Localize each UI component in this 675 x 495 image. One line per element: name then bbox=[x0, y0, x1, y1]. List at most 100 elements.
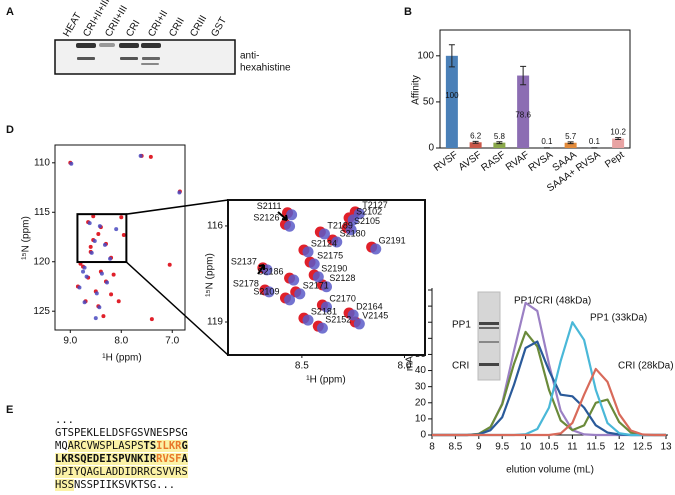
peak-label: D2164 bbox=[356, 301, 383, 311]
value-label: 5.8 bbox=[494, 132, 506, 141]
peak bbox=[119, 215, 124, 220]
peak-label: S2186 bbox=[258, 267, 284, 277]
x-tick-label: Pept bbox=[603, 149, 626, 170]
peak bbox=[121, 233, 126, 238]
sequence-line: LKRSQEDEISPVNKIRRVSFA bbox=[55, 453, 188, 466]
y-tick-label: 119 bbox=[207, 317, 223, 328]
sequence-segment: ILKR bbox=[156, 440, 182, 452]
line-series bbox=[432, 367, 666, 437]
peak bbox=[312, 271, 324, 283]
sequence-segment: RVSF bbox=[156, 453, 182, 465]
peak bbox=[284, 294, 296, 306]
plot-frame bbox=[439, 29, 631, 149]
x-tick-label: 10.5 bbox=[539, 442, 559, 453]
sequence-segment: GTSPEKLELDSFGSVNESPSG bbox=[55, 427, 188, 439]
peak-label: S2181 bbox=[311, 307, 337, 317]
value-label: 100 bbox=[445, 91, 459, 100]
value-label: 10.2 bbox=[610, 128, 626, 137]
peak bbox=[97, 305, 102, 310]
peak bbox=[114, 227, 119, 232]
y-tick-label: 50 bbox=[423, 97, 435, 108]
peak bbox=[97, 224, 102, 229]
x-tick-label: RVSF bbox=[432, 150, 460, 174]
peak bbox=[109, 292, 114, 297]
x-tick-label: 12 bbox=[614, 442, 626, 453]
peak-label: S2175 bbox=[317, 251, 343, 261]
antibody-label: anti- bbox=[240, 51, 259, 62]
peak-label: S2102 bbox=[356, 206, 382, 216]
peak bbox=[116, 299, 121, 304]
lane-label: GST bbox=[209, 16, 229, 39]
x-tick-label: RASF bbox=[479, 150, 507, 174]
value-label: 5.7 bbox=[565, 132, 577, 141]
bar bbox=[445, 55, 458, 148]
x-tick-label: 9.5 bbox=[495, 442, 509, 453]
gel-band bbox=[479, 363, 499, 366]
x-tick-label: 11 bbox=[567, 442, 578, 453]
sequence-segment: ... bbox=[55, 414, 74, 426]
peak bbox=[302, 246, 314, 258]
error-bar bbox=[615, 137, 622, 141]
lane-label: CRIII bbox=[188, 14, 209, 39]
sequence-segment: ARCVWSPLASPS bbox=[67, 440, 144, 452]
peak bbox=[149, 317, 154, 322]
peak-label: S2111 bbox=[257, 201, 282, 211]
peak bbox=[347, 214, 359, 226]
peak-label: G2191 bbox=[379, 235, 406, 245]
sequence-line: GTSPEKLELDSFGSVNESPSG bbox=[55, 427, 188, 440]
peak bbox=[286, 209, 298, 221]
peak bbox=[318, 228, 330, 240]
sequence-segment: TS bbox=[143, 440, 157, 452]
x-tick-label: 9.0 bbox=[63, 336, 77, 347]
peak bbox=[82, 300, 87, 305]
zoom-connector bbox=[126, 199, 229, 215]
peak-label: S2190 bbox=[321, 263, 347, 273]
peak bbox=[92, 238, 97, 243]
x-tick-label: RVAF bbox=[504, 150, 531, 174]
peak bbox=[177, 190, 182, 195]
peak bbox=[284, 220, 296, 232]
peak-label: S2124 bbox=[311, 238, 337, 248]
x-axis-label: elution volume (mL) bbox=[506, 465, 594, 476]
zoom-region bbox=[76, 213, 128, 264]
lane-label: HEAT bbox=[61, 11, 83, 39]
peak bbox=[77, 285, 82, 290]
value-label: 78.6 bbox=[515, 111, 531, 120]
peak bbox=[148, 154, 153, 159]
peak bbox=[345, 224, 357, 236]
peak bbox=[370, 243, 382, 255]
y-tick-label: 115 bbox=[34, 207, 50, 218]
gel-label: CRI bbox=[452, 361, 469, 372]
sequence-line: DPIYQAGLADDIDRRCSVVRS bbox=[55, 466, 188, 479]
sequence-segment: LKRSQEDEISPVNKIR bbox=[55, 453, 157, 465]
peak bbox=[88, 244, 93, 249]
x-tick-label: 13 bbox=[660, 442, 672, 453]
peak-label: S2137 bbox=[231, 256, 257, 266]
panel-label: E bbox=[6, 404, 13, 416]
gel-band bbox=[141, 63, 159, 65]
peak bbox=[69, 161, 74, 166]
x-axis-label: ¹H (ppm) bbox=[102, 353, 141, 364]
peak bbox=[331, 236, 343, 248]
y-tick-label: 0 bbox=[428, 143, 434, 154]
peak bbox=[101, 314, 106, 319]
bar bbox=[469, 142, 482, 148]
x-tick-label: 8.5 bbox=[295, 361, 309, 372]
panel-label: B bbox=[404, 6, 412, 18]
y-tick-label: 20 bbox=[415, 397, 427, 408]
lane-label: CRII bbox=[167, 16, 187, 39]
x-tick-label: 12.5 bbox=[633, 442, 653, 453]
y-tick-label: 100 bbox=[417, 50, 434, 61]
gel-band bbox=[76, 43, 96, 48]
peak bbox=[167, 262, 172, 267]
value-label: 0.1 bbox=[541, 137, 553, 146]
x-tick-label: 8.0 bbox=[398, 361, 412, 372]
x-tick-label: 8 bbox=[429, 442, 435, 453]
arrow bbox=[277, 211, 288, 221]
peak bbox=[105, 280, 109, 285]
gel-band bbox=[119, 43, 139, 48]
gel-band bbox=[479, 322, 499, 325]
peak-label: S2180 bbox=[340, 228, 366, 238]
panel-label: D bbox=[6, 124, 14, 136]
y-tick-label: 110 bbox=[34, 157, 50, 168]
